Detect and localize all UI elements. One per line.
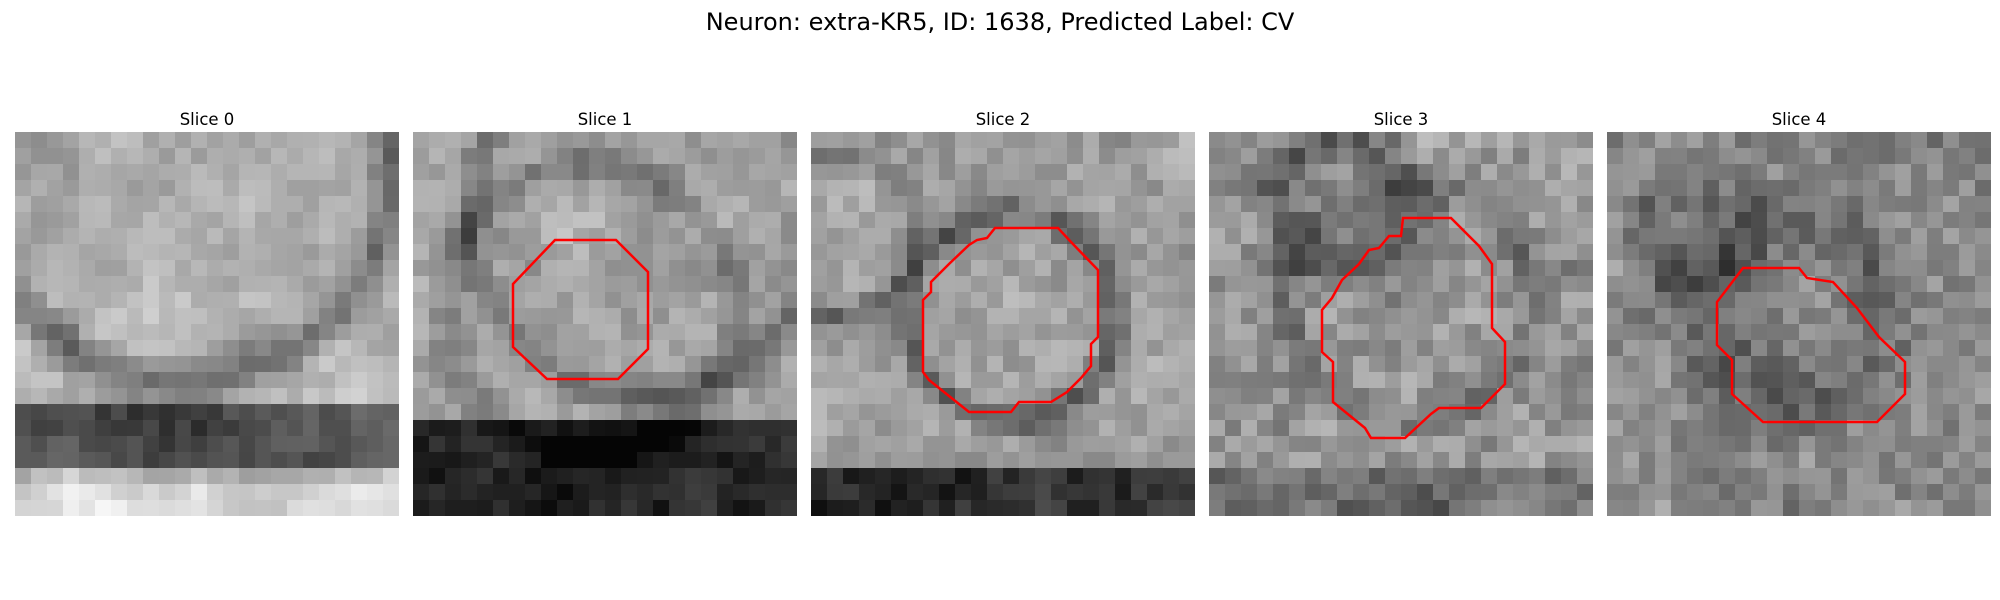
roi-outline-2 (921, 226, 1100, 414)
roi-outline-3 (1320, 216, 1507, 440)
slice-panel-2: Slice 2 (811, 108, 1195, 516)
slice-image-4 (1607, 132, 1991, 516)
slice-image-pixels-0 (15, 132, 399, 516)
slice-panel-3: Slice 3 (1209, 108, 1593, 516)
slice-title-1: Slice 1 (577, 110, 633, 129)
slice-panel-4: Slice 4 (1607, 108, 1991, 516)
roi-outline-1 (511, 238, 650, 381)
outline-overlay-1 (511, 238, 650, 381)
roi-outline-4 (1715, 266, 1907, 424)
slice-image-pixels-4 (1607, 132, 1991, 516)
slice-title-4: Slice 4 (1771, 110, 1827, 129)
slice-title-0: Slice 0 (179, 110, 235, 129)
slice-image-2 (811, 132, 1195, 516)
slice-panel-0: Slice 0 (15, 108, 399, 516)
slice-image-pixels-3 (1209, 132, 1593, 516)
slice-panel-1: Slice 1 (413, 108, 797, 516)
slice-image-1 (413, 132, 797, 516)
slice-title-2: Slice 2 (975, 110, 1031, 129)
slice-image-3 (1209, 132, 1593, 516)
figure-title: Neuron: extra-KR5, ID: 1638, Predicted L… (705, 8, 1295, 36)
outline-overlay-4 (1715, 266, 1907, 424)
slice-image-pixels-1 (413, 132, 797, 516)
slice-image-0 (15, 132, 399, 516)
slice-title-3: Slice 3 (1373, 110, 1429, 129)
outline-overlay-2 (921, 226, 1100, 414)
outline-overlay-3 (1320, 216, 1507, 440)
slice-image-pixels-2 (811, 132, 1195, 516)
